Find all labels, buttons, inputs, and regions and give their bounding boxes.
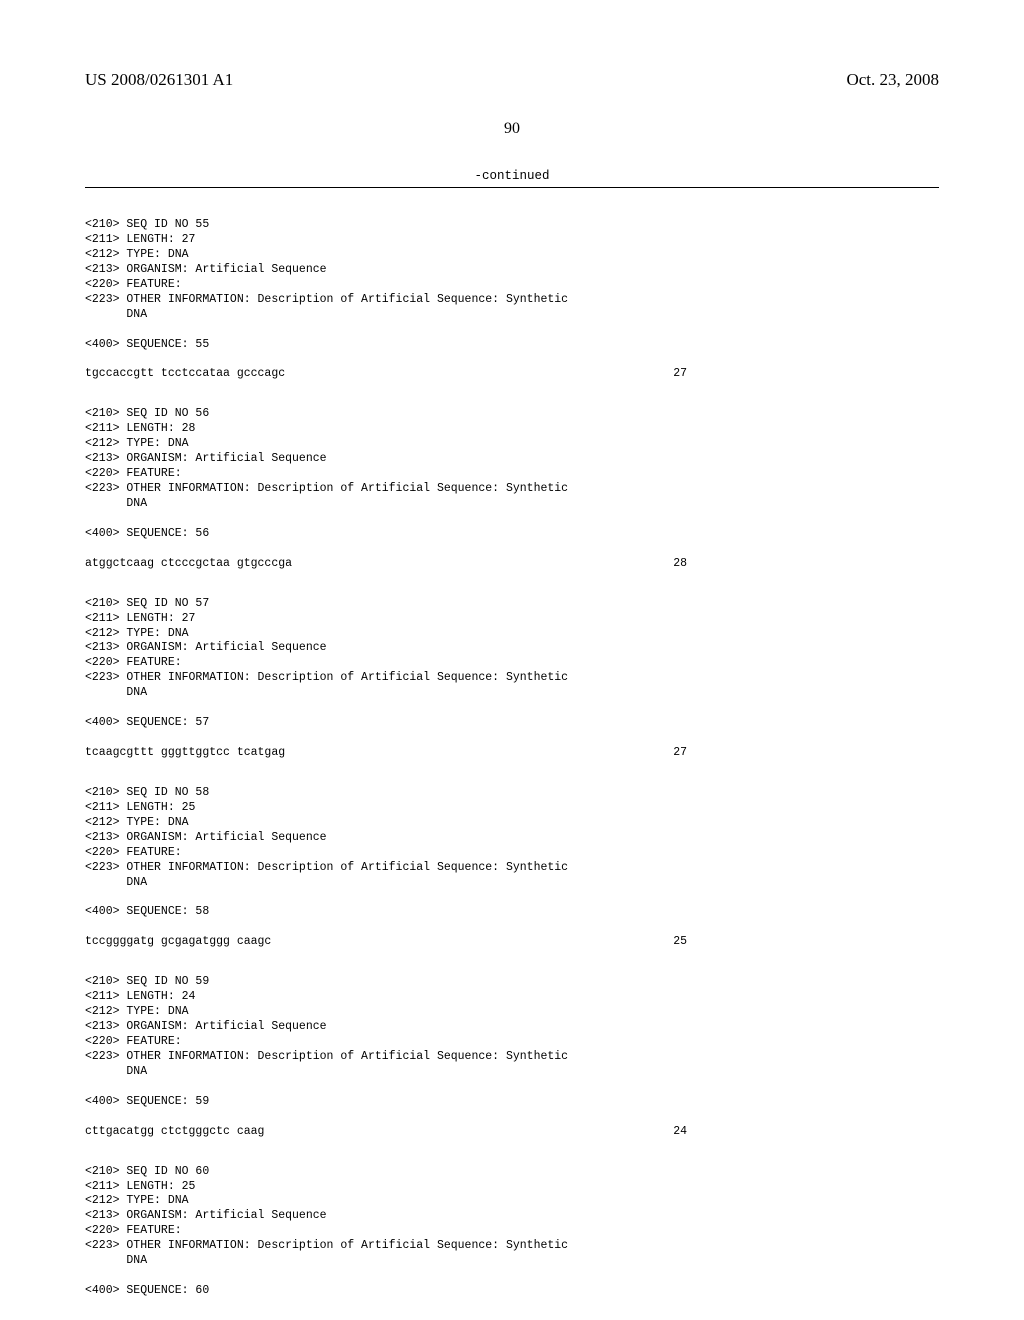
sequence-block: <210> SEQ ID NO 57<211> LENGTH: 27<212> … xyxy=(85,597,939,761)
sequence-bases: cttgacatgg ctctgggctc caag xyxy=(85,1125,264,1140)
sequence-meta-line: <212> TYPE: DNA xyxy=(85,816,939,831)
sequence-length-col: 27 xyxy=(673,746,687,761)
sequence-meta-line: <212> TYPE: DNA xyxy=(85,627,939,642)
sequence-line: cttgacatgg ctctgggctc caag 24 xyxy=(85,1125,687,1140)
sequence-meta-line: <210> SEQ ID NO 55 xyxy=(85,218,939,233)
blank-line xyxy=(85,323,939,338)
sequence-meta-line: <210> SEQ ID NO 59 xyxy=(85,975,939,990)
sequence-meta-line: DNA xyxy=(85,1254,939,1269)
page-header: US 2008/0261301 A1 Oct. 23, 2008 xyxy=(85,70,939,90)
sequence-meta-line: <220> FEATURE: xyxy=(85,1224,939,1239)
sequence-400-tag: <400> SEQUENCE: 58 xyxy=(85,905,939,920)
sequence-meta-line: <212> TYPE: DNA xyxy=(85,1005,939,1020)
sequence-meta-line: <213> ORGANISM: Artificial Sequence xyxy=(85,831,939,846)
sequence-400-tag: <400> SEQUENCE: 59 xyxy=(85,1095,939,1110)
continued-label: -continued xyxy=(85,166,939,187)
sequence-meta-line: <211> LENGTH: 28 xyxy=(85,422,939,437)
blank-line xyxy=(85,512,939,527)
sequence-400-tag: <400> SEQUENCE: 60 xyxy=(85,1284,939,1299)
sequence-meta-line: <220> FEATURE: xyxy=(85,467,939,482)
sequence-meta-line: <213> ORGANISM: Artificial Sequence xyxy=(85,1209,939,1224)
sequence-bases: tcaagcgttt gggttggtcc tcatgag xyxy=(85,746,285,761)
sequence-meta-line: <223> OTHER INFORMATION: Description of … xyxy=(85,861,939,876)
sequence-meta-line: DNA xyxy=(85,497,939,512)
sequence-bases: tgccaccgtt tcctccataa gcccagc xyxy=(85,367,285,382)
sequence-meta-line: <210> SEQ ID NO 58 xyxy=(85,786,939,801)
header-pub-number: US 2008/0261301 A1 xyxy=(85,70,233,90)
sequence-meta-line: <213> ORGANISM: Artificial Sequence xyxy=(85,641,939,656)
sequence-line: tcaagcgttt gggttggtcc tcatgag 27 xyxy=(85,746,687,761)
sequence-meta-line: <210> SEQ ID NO 56 xyxy=(85,407,939,422)
blank-line xyxy=(85,701,939,716)
sequence-meta-line: <211> LENGTH: 25 xyxy=(85,1180,939,1195)
sequence-block: <210> SEQ ID NO 58<211> LENGTH: 25<212> … xyxy=(85,786,939,950)
sequence-line: tgccaccgtt tcctccataa gcccagc 27 xyxy=(85,367,687,382)
sequence-meta-line: <220> FEATURE: xyxy=(85,278,939,293)
sequence-meta-line: <211> LENGTH: 24 xyxy=(85,990,939,1005)
sequence-bases: atggctcaag ctcccgctaa gtgcccga xyxy=(85,557,292,572)
sequence-meta-line: <213> ORGANISM: Artificial Sequence xyxy=(85,1020,939,1035)
blank-line xyxy=(85,731,939,746)
header-date: Oct. 23, 2008 xyxy=(846,70,939,90)
sequence-400-tag: <400> SEQUENCE: 55 xyxy=(85,338,939,353)
sequence-meta-line: DNA xyxy=(85,876,939,891)
sequence-meta-line: <220> FEATURE: xyxy=(85,656,939,671)
sequence-meta-line: <213> ORGANISM: Artificial Sequence xyxy=(85,263,939,278)
sequence-meta-line: <211> LENGTH: 27 xyxy=(85,233,939,248)
sequence-block: <210> SEQ ID NO 60<211> LENGTH: 25<212> … xyxy=(85,1165,939,1299)
sequence-length-col: 24 xyxy=(673,1125,687,1140)
blank-line xyxy=(85,920,939,935)
sequence-meta-line: <213> ORGANISM: Artificial Sequence xyxy=(85,452,939,467)
rule-divider xyxy=(85,187,939,188)
sequence-line: atggctcaag ctcccgctaa gtgcccga 28 xyxy=(85,557,687,572)
sequence-meta-line: <223> OTHER INFORMATION: Description of … xyxy=(85,482,939,497)
blank-line xyxy=(85,1110,939,1125)
sequence-meta-line: <223> OTHER INFORMATION: Description of … xyxy=(85,1050,939,1065)
sequence-length-col: 27 xyxy=(673,367,687,382)
sequence-400-tag: <400> SEQUENCE: 57 xyxy=(85,716,939,731)
sequence-block: <210> SEQ ID NO 56<211> LENGTH: 28<212> … xyxy=(85,407,939,571)
sequence-meta-line: <211> LENGTH: 27 xyxy=(85,612,939,627)
sequence-meta-line: <223> OTHER INFORMATION: Description of … xyxy=(85,1239,939,1254)
sequence-meta-line: <212> TYPE: DNA xyxy=(85,437,939,452)
sequence-meta-line: DNA xyxy=(85,308,939,323)
sequence-meta-line: <220> FEATURE: xyxy=(85,1035,939,1050)
sequence-line: tccggggatg gcgagatggg caagc 25 xyxy=(85,935,687,950)
sequence-meta-line: <223> OTHER INFORMATION: Description of … xyxy=(85,671,939,686)
sequence-400-tag: <400> SEQUENCE: 56 xyxy=(85,527,939,542)
sequence-bases: tccggggatg gcgagatggg caagc xyxy=(85,935,271,950)
sequence-meta-line: <220> FEATURE: xyxy=(85,846,939,861)
continued-section: -continued xyxy=(85,166,939,188)
sequence-listing-area: <210> SEQ ID NO 55<211> LENGTH: 27<212> … xyxy=(85,218,939,1299)
sequence-meta-line: DNA xyxy=(85,686,939,701)
sequence-length-col: 28 xyxy=(673,557,687,572)
blank-line xyxy=(85,1269,939,1284)
sequence-meta-line: <210> SEQ ID NO 60 xyxy=(85,1165,939,1180)
sequence-meta-line: <223> OTHER INFORMATION: Description of … xyxy=(85,293,939,308)
blank-line xyxy=(85,352,939,367)
blank-line xyxy=(85,542,939,557)
blank-line xyxy=(85,891,939,906)
blank-line xyxy=(85,1080,939,1095)
sequence-meta-line: <212> TYPE: DNA xyxy=(85,1194,939,1209)
sequence-meta-line: <211> LENGTH: 25 xyxy=(85,801,939,816)
sequence-meta-line: <210> SEQ ID NO 57 xyxy=(85,597,939,612)
page: US 2008/0261301 A1 Oct. 23, 2008 90 -con… xyxy=(0,0,1024,1320)
sequence-block: <210> SEQ ID NO 59<211> LENGTH: 24<212> … xyxy=(85,975,939,1139)
sequence-length-col: 25 xyxy=(673,935,687,950)
page-number: 90 xyxy=(85,120,939,138)
sequence-meta-line: DNA xyxy=(85,1065,939,1080)
sequence-meta-line: <212> TYPE: DNA xyxy=(85,248,939,263)
sequence-block: <210> SEQ ID NO 55<211> LENGTH: 27<212> … xyxy=(85,218,939,382)
